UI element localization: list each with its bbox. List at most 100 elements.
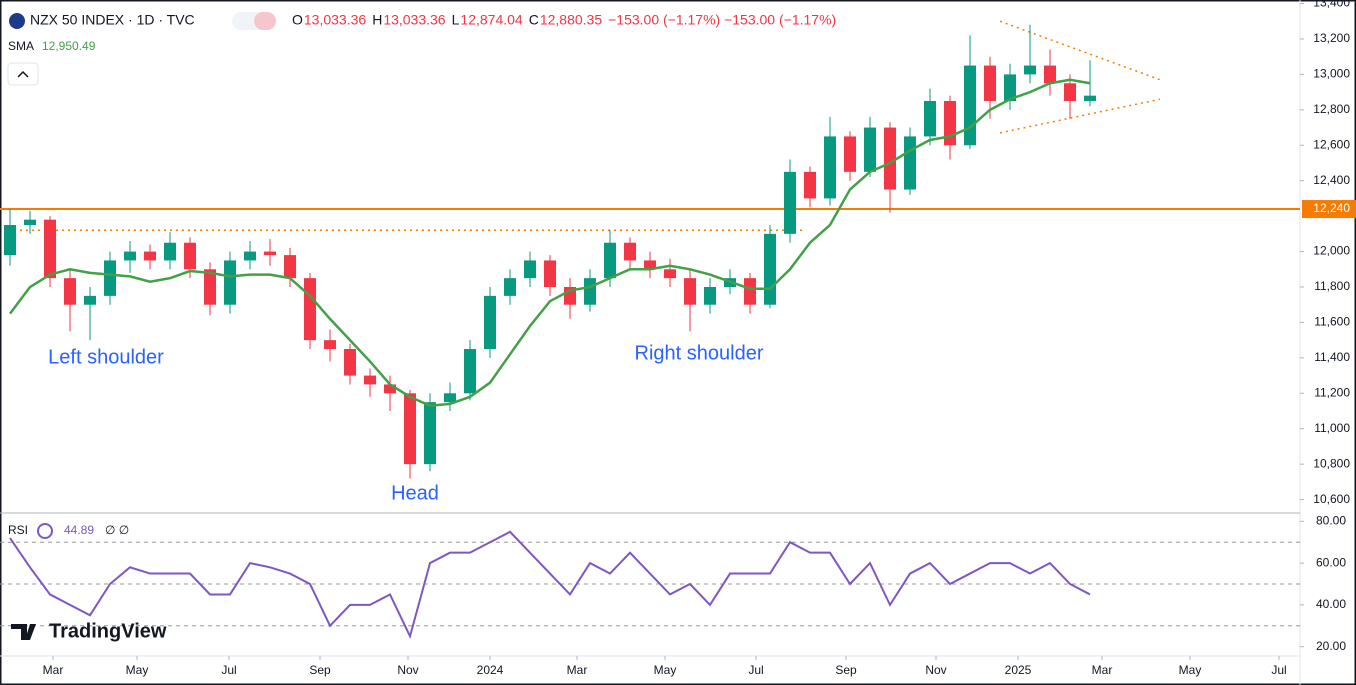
x-tick-label: Jul (221, 663, 236, 677)
candle-body (44, 219, 56, 279)
candle-body (544, 260, 556, 288)
candle-body (144, 251, 156, 261)
candle-body (784, 171, 796, 234)
candle-body (224, 260, 236, 305)
y-tick-label: 11,000 (1314, 421, 1350, 435)
rsi-icon (37, 523, 53, 539)
candle-body (844, 136, 856, 172)
x-tick-label: Jul (748, 663, 763, 677)
flag-icon (9, 13, 25, 29)
brand: TradingView (49, 620, 167, 642)
ohlc-value: 12,880.35 (540, 12, 602, 28)
candle-body (904, 136, 916, 190)
y-tick-label: 80.00 (1316, 514, 1346, 528)
symbol: NZX 50 INDEX · 1D · TVC (30, 12, 195, 28)
candle-body (984, 65, 996, 101)
y-tick-label: 12,000 (1313, 244, 1350, 258)
candle-body (84, 295, 96, 305)
annotation: Head (391, 482, 439, 504)
x-tick-label: May (126, 663, 149, 677)
x-tick-label: May (654, 663, 677, 677)
candle-body (344, 349, 356, 376)
x-tick-label: 2024 (477, 663, 504, 677)
candle-body (404, 393, 416, 465)
candle-body (664, 269, 676, 279)
x-tick-label: Mar (1092, 663, 1113, 677)
x-tick-label: Nov (397, 663, 418, 677)
x-tick-label: Sep (309, 663, 331, 677)
candle-body (1004, 74, 1016, 101)
candle-body (944, 100, 956, 146)
candle-body (1024, 65, 1036, 75)
y-tick-label: 10,800 (1313, 456, 1350, 470)
y-tick-label: 12,400 (1313, 173, 1350, 187)
header: NZX 50 INDEX · 1D · TVC O 13,033.36 H 13,03… (7, 12, 836, 642)
candle-body (704, 287, 716, 305)
candle-body (324, 340, 336, 350)
candle-body (744, 278, 756, 305)
candle-body (924, 100, 936, 137)
candle-body (484, 295, 496, 350)
candle-body (584, 278, 596, 305)
y-tick-label: 60.00 (1316, 555, 1346, 569)
candle-body (1064, 83, 1076, 101)
sma-line (9, 78, 1091, 407)
y-tick-label: 11,800 (1314, 279, 1350, 293)
rsi-line (9, 530, 1091, 640)
candle-body (1084, 95, 1096, 101)
candle-body (1044, 65, 1056, 84)
candle-body (204, 269, 216, 305)
candle-body (244, 251, 256, 261)
change: −153.00 (−1.17%) −153.00 (−1.17%) (608, 12, 836, 28)
rsi-value: 44.89 (64, 523, 94, 537)
y-tick-label: 20.00 (1316, 639, 1346, 653)
chevron-icon (17, 70, 29, 78)
ohlc-key: L (452, 12, 460, 28)
y-tick-label: 12,800 (1313, 102, 1350, 116)
candle-body (264, 251, 276, 256)
y-tick-label: 40.00 (1316, 597, 1346, 611)
toggle-button-active[interactable] (254, 12, 276, 30)
ohlc-key: H (372, 12, 382, 28)
candle-body (364, 375, 376, 385)
sma-value: 12,950.49 (42, 39, 96, 53)
x-tick-label: May (1179, 663, 1202, 677)
tv-logo (11, 624, 36, 640)
candle-body (444, 393, 456, 403)
y-tick-label: 10,600 (1313, 492, 1350, 506)
y-tick-label: 11,200 (1314, 385, 1350, 399)
candle-body (384, 384, 396, 394)
candle-body (184, 242, 196, 270)
candle-body (4, 224, 16, 256)
sma-label: SMA (8, 39, 34, 53)
collapse-button[interactable] (7, 62, 39, 86)
candle-body (864, 127, 876, 172)
rsi-label: RSI (8, 523, 28, 537)
candle-body (124, 251, 136, 261)
candle-body (964, 65, 976, 146)
annotation: Right shoulder (635, 342, 764, 364)
y-tick-label: 13,200 (1313, 31, 1350, 45)
candle-body (284, 255, 296, 279)
candle-body (504, 278, 516, 296)
x-tick-label: Mar (567, 663, 588, 677)
candle-body (824, 136, 836, 199)
candle-body (604, 242, 616, 279)
candle-body (884, 127, 896, 190)
annotation: Left shoulder (48, 346, 164, 368)
trendline (999, 20, 1161, 81)
candle-body (684, 278, 696, 305)
candle-body (804, 171, 816, 199)
candle-body (104, 260, 116, 296)
x-tick-label: 2025 (1005, 663, 1032, 677)
x-tick-label: Nov (925, 663, 946, 677)
x-tick-label: Sep (835, 663, 857, 677)
candle-body (644, 260, 656, 270)
candle-body (164, 242, 176, 261)
candle-body (424, 402, 436, 465)
candle-body (764, 233, 776, 305)
price-tag (1302, 200, 1356, 219)
